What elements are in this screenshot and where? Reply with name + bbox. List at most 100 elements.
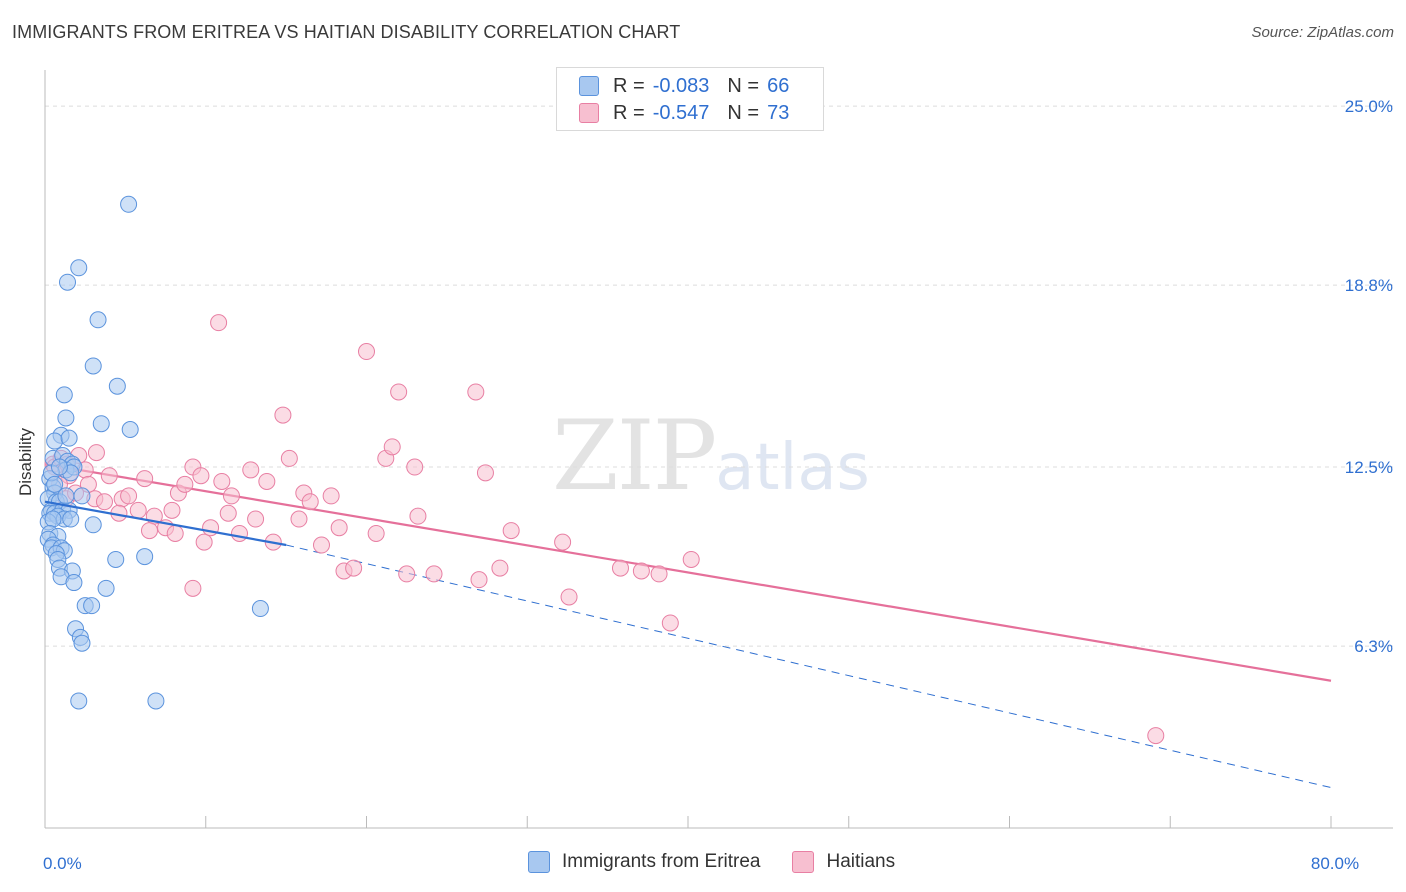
series-swatch-haitians: [792, 851, 815, 873]
legend-r-value: -0.547: [652, 101, 710, 124]
legend-swatch-eritrea: [579, 76, 599, 96]
legend-row-eritrea: R = -0.083 N = 66: [579, 74, 789, 98]
haitians-point: [231, 524, 249, 542]
haitians-point: [345, 559, 363, 577]
haitians-point: [87, 444, 105, 462]
eritrea-point: [62, 510, 80, 528]
series-label-eritrea: Immigrants from Eritrea: [562, 851, 761, 872]
eritrea-point: [46, 432, 64, 450]
haitians-point: [330, 519, 348, 537]
legend-r-label: R =: [613, 101, 645, 124]
haitians-point: [219, 504, 237, 522]
x-tick-label: 0.0%: [43, 854, 82, 873]
eritrea-point: [73, 487, 91, 505]
haitians-point: [136, 470, 154, 488]
haitians-point: [140, 522, 158, 540]
haitians-point: [383, 438, 401, 456]
watermark-atlas: atlas: [715, 431, 870, 505]
series-legend: Immigrants from Eritrea Haitians: [528, 851, 927, 873]
haitians-point: [290, 510, 308, 528]
eritrea-point: [59, 273, 77, 291]
eritrea-point: [70, 259, 88, 277]
haitians-point: [301, 493, 319, 511]
eritrea-point: [147, 692, 165, 710]
x-tick-label: 80.0%: [1311, 854, 1359, 873]
series-legend-eritrea: Immigrants from Eritrea: [528, 851, 760, 873]
legend-n-label: N =: [727, 101, 760, 124]
haitians-point: [560, 588, 578, 606]
legend-n-value: 66: [767, 74, 790, 97]
eritrea-trend-extension: [286, 544, 1332, 789]
haitians-point: [176, 475, 194, 493]
haitians-point: [491, 559, 509, 577]
haitians-point: [100, 467, 118, 485]
y-tick-label: 6.3%: [1354, 637, 1393, 656]
haitians-point: [213, 472, 231, 490]
haitians-point: [166, 524, 184, 542]
haitians-point: [163, 501, 181, 519]
eritrea-point: [84, 516, 102, 534]
haitians-point: [682, 550, 700, 568]
haitians-point: [192, 467, 210, 485]
legend-n-value: 73: [767, 101, 790, 124]
legend-r-value: -0.083: [652, 74, 710, 97]
watermark-zip: ZIP: [552, 400, 717, 512]
haitians-point: [554, 533, 572, 551]
y-tick-label: 18.8%: [1345, 276, 1393, 295]
haitians-point: [129, 501, 147, 519]
eritrea-point: [57, 487, 75, 505]
eritrea-trend-line: [44, 500, 287, 547]
haitians-point: [390, 383, 408, 401]
series-label-haitians: Haitians: [826, 851, 896, 872]
watermark: ZIPatlas: [552, 400, 870, 512]
source-credit: Source: ZipAtlas.com: [1251, 24, 1394, 41]
eritrea-point: [70, 692, 88, 710]
correlation-legend: R = -0.083 N = 66 R = -0.547 N = 73: [556, 67, 824, 131]
haitians-point: [425, 565, 443, 583]
haitians-point: [476, 464, 494, 482]
haitians-point: [409, 507, 427, 525]
eritrea-point: [120, 195, 138, 213]
eritrea-point: [57, 409, 75, 427]
haitians-point: [611, 559, 629, 577]
y-tick-label: 12.5%: [1345, 458, 1393, 477]
haitians-point: [120, 487, 138, 505]
eritrea-point: [46, 475, 64, 493]
haitians-point: [406, 458, 424, 476]
haitians-point: [470, 571, 488, 589]
eritrea-point: [136, 548, 154, 566]
series-legend-haitians: Haitians: [792, 851, 895, 873]
haitians-point: [632, 562, 650, 580]
legend-n-label: N =: [727, 74, 760, 97]
haitians-point: [95, 493, 113, 511]
haitians-point: [258, 472, 276, 490]
series-swatch-eritrea: [528, 851, 550, 873]
eritrea-point: [121, 421, 139, 439]
haitians-point: [1147, 727, 1165, 745]
eritrea-point: [65, 574, 83, 592]
haitians-point: [358, 343, 375, 361]
haitians-point: [322, 487, 340, 505]
y-axis-label: Disability: [16, 427, 35, 496]
chart-title: IMMIGRANTS FROM ERITREA VS HAITIAN DISAB…: [12, 22, 681, 42]
eritrea-point: [55, 386, 73, 404]
haitians-point: [210, 314, 228, 332]
haitians-point: [367, 524, 385, 542]
haitians-trend-line: [44, 463, 1332, 682]
haitians-point: [650, 565, 668, 583]
eritrea-point: [92, 415, 110, 433]
eritrea-point: [84, 357, 102, 375]
haitians-point: [222, 487, 240, 505]
eritrea-point: [60, 429, 78, 447]
eritrea-point: [50, 458, 68, 476]
legend-r-label: R =: [613, 74, 645, 97]
haitians-point: [661, 614, 679, 632]
haitians-point: [502, 522, 520, 540]
haitians-point: [242, 461, 260, 479]
haitians-point: [247, 510, 265, 528]
haitians-point: [467, 383, 485, 401]
eritrea-point: [251, 600, 269, 618]
eritrea-point: [83, 597, 101, 615]
eritrea-point: [89, 311, 107, 329]
